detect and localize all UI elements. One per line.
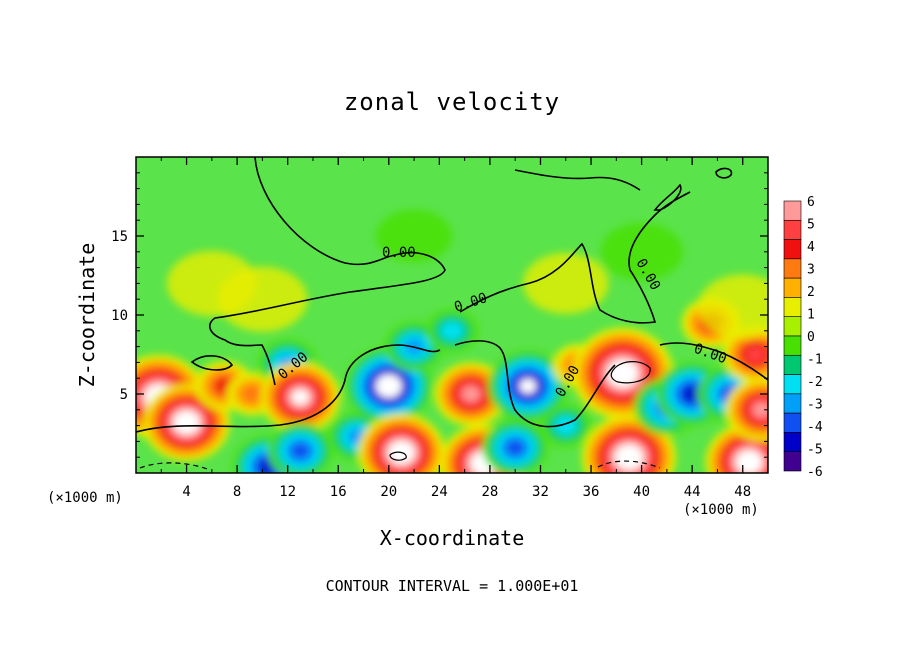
colorbar-swatch <box>783 219 802 240</box>
field-blob <box>217 266 308 332</box>
colorbar-swatch <box>783 258 802 279</box>
contour-line <box>597 460 661 469</box>
colorbar-label: -4 <box>807 420 823 435</box>
contour-line <box>209 157 446 386</box>
contour-line <box>514 169 641 191</box>
colorbar-swatch <box>783 432 802 453</box>
colorbar-swatch <box>783 451 802 472</box>
x-tick-label: 40 <box>633 484 650 500</box>
field-blob <box>683 386 701 402</box>
field-blob <box>240 384 264 404</box>
field-blob <box>752 402 768 418</box>
colorbar-swatch <box>783 239 802 260</box>
colorbar-swatch <box>783 277 802 298</box>
colorbar-swatch <box>783 393 802 414</box>
x-tick-label: 24 <box>431 484 448 500</box>
x-tick-label: 8 <box>233 484 241 500</box>
x-unit-label-left: (×1000 m) <box>47 490 123 506</box>
field-blob <box>519 378 537 394</box>
contour-label: 0.00 <box>382 245 416 261</box>
x-tick-label: 16 <box>330 484 347 500</box>
x-tick-label: 48 <box>734 484 751 500</box>
field-blob <box>600 222 683 281</box>
field-blob <box>745 346 765 363</box>
contour-line <box>389 451 407 461</box>
colorbar-label: -5 <box>807 443 823 458</box>
x-tick-label: 32 <box>532 484 549 500</box>
colorbar-label: 0 <box>807 330 815 345</box>
plot-area <box>136 157 768 473</box>
y-tick-label: 10 <box>111 308 128 324</box>
colorbar-swatch <box>783 412 802 433</box>
field-blob <box>505 439 525 456</box>
colorbar-label: 2 <box>807 285 815 300</box>
contour-line <box>136 344 441 433</box>
contour-line <box>653 183 682 211</box>
contour-lines <box>136 157 768 471</box>
colorbar-label: 3 <box>807 263 815 278</box>
x-axis-label: X-coordinate <box>379 526 525 550</box>
x-tick-label: 20 <box>380 484 397 500</box>
field-blob <box>462 386 480 402</box>
field-blob <box>440 321 464 341</box>
field-blob <box>290 442 310 460</box>
colorbar-label: -3 <box>807 398 823 413</box>
y-axis-label: Z-coordinate <box>75 242 99 388</box>
contour-line <box>659 342 768 381</box>
chart-title: zonal velocity <box>343 88 561 116</box>
colorbar-swatch <box>783 297 802 318</box>
x-tick-label: 4 <box>182 484 190 500</box>
contour-line <box>459 191 691 324</box>
colorbar-label: 4 <box>807 240 815 255</box>
contour-interval-note: CONTOUR INTERVAL = 1.000E+01 <box>325 577 579 595</box>
x-tick-label: 44 <box>684 484 701 500</box>
colorbar-label: 1 <box>807 308 815 323</box>
colorbar-label: 6 <box>807 195 815 210</box>
field-blob <box>620 449 638 466</box>
colorbar-swatch <box>783 335 802 356</box>
colorbar-swatch <box>783 374 802 395</box>
field-blob <box>697 274 768 340</box>
y-tick-label: 5 <box>120 387 128 403</box>
field-blob <box>291 389 309 405</box>
colorbar-swatch <box>783 316 802 337</box>
contour-line <box>139 462 211 471</box>
field-blob <box>740 454 758 470</box>
field-blob <box>613 364 633 382</box>
colorbar-label: 5 <box>807 218 815 233</box>
contour-line <box>715 167 733 179</box>
field-blob <box>523 252 609 314</box>
colorbar-swatch <box>783 200 802 221</box>
colorbar-label: -6 <box>807 465 823 480</box>
x-tick-label: 28 <box>481 484 498 500</box>
field-blob <box>376 209 453 263</box>
field-blob <box>178 415 195 430</box>
colorbar-label: -2 <box>807 375 823 390</box>
contour-line <box>190 355 234 371</box>
contour-line <box>454 340 616 428</box>
colorbar-swatch <box>783 354 802 375</box>
x-tick-label: 12 <box>279 484 296 500</box>
field-blob <box>380 378 397 394</box>
contour-line <box>610 361 651 384</box>
x-unit-label-right: (×1000 m) <box>683 502 759 518</box>
colorbar-label: -1 <box>807 353 823 368</box>
x-tick-label: 36 <box>583 484 600 500</box>
y-tick-label: 15 <box>111 229 128 245</box>
